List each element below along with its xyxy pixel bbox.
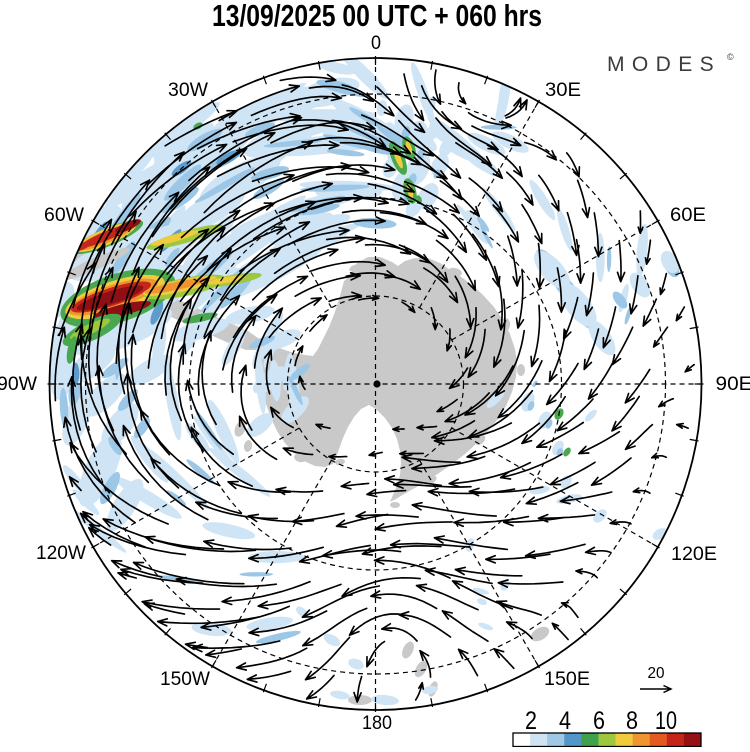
svg-text:2: 2 [525, 707, 537, 735]
svg-text:MODES: MODES [607, 52, 721, 76]
svg-text:4: 4 [559, 707, 571, 735]
svg-text:90E: 90E [716, 374, 750, 395]
svg-text:20: 20 [648, 665, 665, 682]
svg-text:8: 8 [626, 707, 638, 735]
svg-text:10: 10 [655, 707, 677, 735]
svg-text:13/09/2025 00 UTC + 060 hrs: 13/09/2025 00 UTC + 060 hrs [212, 0, 542, 33]
svg-text:150E: 150E [544, 669, 590, 690]
svg-text:30E: 30E [545, 80, 581, 101]
svg-text:90W: 90W [0, 374, 37, 395]
svg-text:120E: 120E [671, 544, 717, 565]
svg-text:30W: 30W [168, 80, 208, 101]
svg-text:©: © [727, 52, 734, 62]
svg-text:0: 0 [371, 33, 381, 54]
svg-text:6: 6 [593, 707, 605, 735]
svg-text:60E: 60E [670, 205, 706, 226]
svg-text:120W: 120W [36, 543, 86, 564]
svg-text:150W: 150W [160, 669, 210, 690]
svg-text:60W: 60W [44, 205, 84, 226]
svg-text:180: 180 [362, 713, 392, 734]
